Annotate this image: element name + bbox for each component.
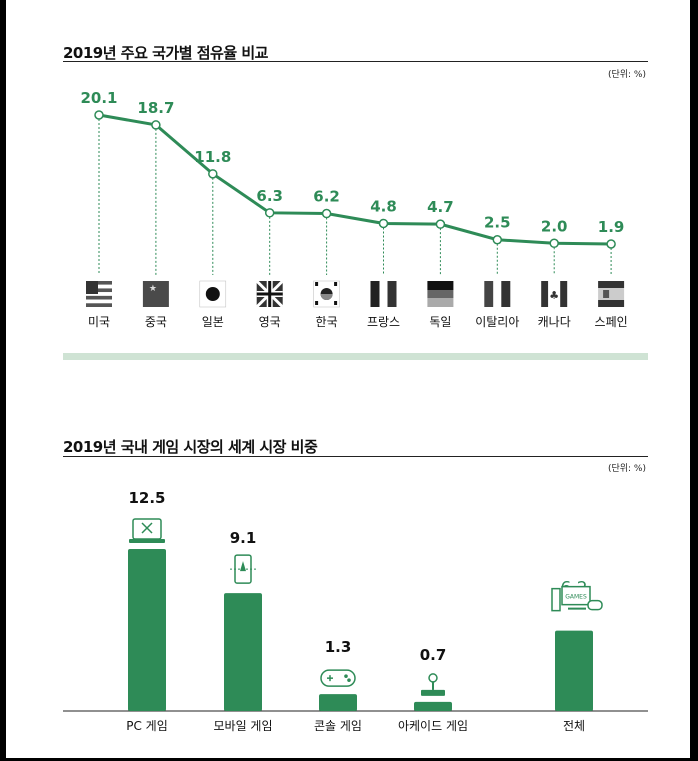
infographic-card: { "section1": { "title": "2019년 주요 국가별 점… bbox=[6, 0, 690, 758]
chart2-title-rule bbox=[63, 456, 648, 457]
data-label: 4.7 bbox=[427, 198, 454, 216]
svg-text:♣: ♣ bbox=[549, 289, 559, 302]
data-label: 18.7 bbox=[137, 99, 174, 117]
section-separator bbox=[63, 353, 648, 360]
data-label: 6.2 bbox=[313, 188, 340, 206]
category-label: 전체 bbox=[563, 719, 585, 733]
data-point bbox=[151, 120, 161, 130]
category-label: 일본 bbox=[202, 315, 224, 329]
usa-flag-icon bbox=[86, 281, 112, 307]
data-label: 1.9 bbox=[598, 218, 625, 236]
data-label: 20.1 bbox=[80, 89, 117, 107]
france-flag-icon bbox=[370, 281, 397, 307]
data-point bbox=[606, 239, 616, 249]
category-label: 콘솔 게임 bbox=[314, 719, 362, 733]
spain-flag-icon bbox=[598, 281, 625, 307]
chart1-title: 2019년 주요 국가별 점유율 비교 bbox=[63, 44, 268, 62]
chart2-title: 2019년 국내 게임 시장의 세계 시장 비중 bbox=[63, 438, 318, 456]
smartphone-icon bbox=[230, 554, 256, 584]
data-label: 2.5 bbox=[484, 214, 511, 232]
data-label: 11.8 bbox=[194, 148, 231, 166]
bar bbox=[414, 701, 452, 711]
svg-text:GAMES: GAMES bbox=[565, 594, 587, 601]
category-label: 이탈리아 bbox=[475, 315, 519, 329]
korea-flag-icon bbox=[313, 280, 340, 308]
uk-flag-icon bbox=[255, 279, 284, 309]
category-label: 중국 bbox=[145, 315, 167, 329]
category-label: 프랑스 bbox=[367, 315, 400, 329]
bar bbox=[224, 593, 262, 711]
category-label: 캐나다 bbox=[538, 315, 571, 329]
italy-flag-icon bbox=[484, 281, 511, 307]
laptop-icon bbox=[129, 518, 165, 543]
series-line bbox=[98, 113, 612, 246]
category-label: 한국 bbox=[316, 315, 338, 329]
data-point bbox=[94, 110, 104, 120]
category-label: 영국 bbox=[259, 315, 281, 329]
chart1-unit: (단위: %) bbox=[607, 70, 646, 80]
data-label: 4.8 bbox=[370, 197, 397, 215]
data-label: 12.5 bbox=[128, 489, 165, 507]
data-point bbox=[435, 219, 446, 229]
data-label: 2.0 bbox=[541, 217, 568, 235]
data-point bbox=[492, 234, 503, 245]
data-point bbox=[321, 208, 332, 219]
chart2-unit: (단위: %) bbox=[607, 464, 646, 474]
data-point bbox=[264, 208, 275, 218]
bar bbox=[128, 549, 166, 711]
data-point bbox=[208, 169, 218, 179]
data-label: 9.1 bbox=[230, 529, 257, 547]
category-label: 독일 bbox=[429, 315, 451, 329]
bar bbox=[555, 630, 593, 711]
gamepad-icon bbox=[320, 669, 356, 687]
chart1-title-rule bbox=[63, 61, 648, 62]
category-label: 미국 bbox=[88, 315, 110, 329]
japan-flag-icon bbox=[199, 280, 227, 308]
country-share-line-chart: 20.1 미국 18.7 중국 11.8 일본 6.3 영국 6.2 한국 4.8 프랑스 4.7 독일 2… bbox=[80, 89, 628, 329]
data-point bbox=[549, 238, 559, 249]
data-label: 6.3 bbox=[256, 187, 283, 205]
svg-text:★: ★ bbox=[149, 284, 157, 294]
bar bbox=[319, 694, 357, 711]
joystick-icon bbox=[421, 673, 445, 696]
category-label: 모바일 게임 bbox=[213, 719, 272, 733]
data-label: 0.7 bbox=[420, 646, 447, 664]
data-point bbox=[378, 218, 389, 229]
canada-flag-icon: ♣ bbox=[541, 281, 568, 307]
china-flag-icon: ★ bbox=[142, 281, 169, 307]
category-label: 아케이드 게임 bbox=[398, 719, 468, 733]
category-label: PC 게임 bbox=[126, 719, 168, 733]
desktop-gaming-icon: GAMES bbox=[551, 585, 603, 612]
germany-flag-icon bbox=[427, 281, 454, 307]
data-label: 1.3 bbox=[325, 638, 352, 656]
category-label: 스페인 bbox=[595, 315, 628, 329]
